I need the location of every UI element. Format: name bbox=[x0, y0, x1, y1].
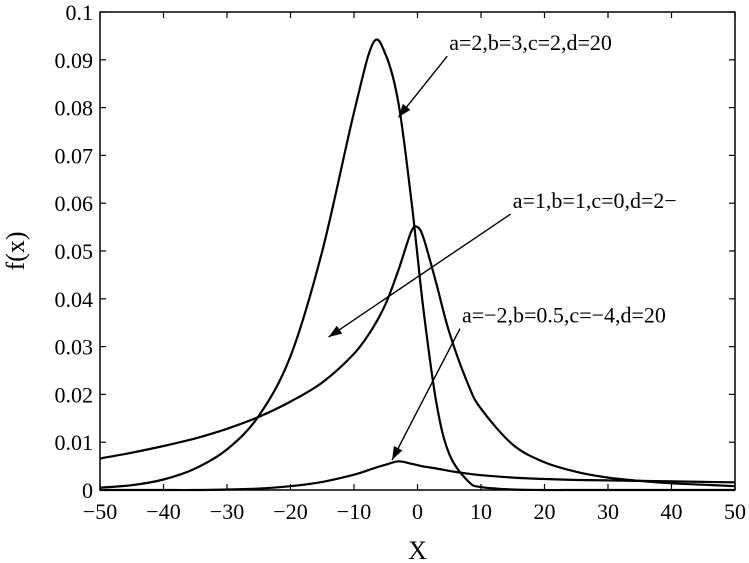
annotation-label: a=2,b=3,c=2,d=20 bbox=[449, 30, 612, 55]
annotation-label: a=1,b=1,c=0,d=2− bbox=[513, 188, 677, 213]
arrowhead bbox=[398, 103, 411, 118]
x-axis-label: X bbox=[408, 536, 427, 563]
y-axis-label: f(x) bbox=[1, 232, 30, 271]
y-tick-label: 0.02 bbox=[55, 382, 94, 407]
y-tick-label: 0.04 bbox=[55, 287, 94, 312]
series-line-2 bbox=[99, 225, 736, 488]
y-tick-label: 0.06 bbox=[55, 191, 94, 216]
annotation-arrow bbox=[328, 213, 512, 338]
annotation-arrow bbox=[391, 328, 461, 461]
arrowhead bbox=[392, 445, 403, 460]
series-line-1 bbox=[99, 38, 735, 492]
y-tick-label: 0.09 bbox=[55, 48, 94, 73]
x-tick-label: −40 bbox=[146, 499, 180, 524]
x-tick-label: 30 bbox=[597, 499, 619, 524]
y-tick-label: 0.05 bbox=[55, 239, 94, 264]
annotation-label: a=−2,b=0.5,c=−4,d=20 bbox=[462, 303, 666, 328]
y-tick-label: 0.01 bbox=[55, 430, 94, 455]
y-tick-label: 0 bbox=[82, 478, 93, 503]
plot-frame bbox=[99, 11, 736, 491]
annotation-layer: a=2,b=3,c=2,d=20 a=1,b=1,c=0,d=2− a=−2,b=0… bbox=[328, 30, 677, 461]
x-tick-label: −20 bbox=[273, 499, 307, 524]
x-tick-label: 50 bbox=[724, 499, 746, 524]
x-tick-label: 20 bbox=[534, 499, 556, 524]
x-tick-label: −10 bbox=[337, 499, 371, 524]
x-tick-label: 10 bbox=[470, 499, 492, 524]
tick-layer: −50 −40 −30 −20 −10 0 10 20 30 40 50 0 0.01 0.02 0.03 0… bbox=[55, 0, 747, 524]
x-tick-label: −30 bbox=[210, 499, 244, 524]
y-tick-label: 0.03 bbox=[55, 335, 94, 360]
x-tick-label: −50 bbox=[83, 499, 117, 524]
x-tick-label: 0 bbox=[412, 499, 423, 524]
x-tick-label: 40 bbox=[661, 499, 683, 524]
arrowhead bbox=[328, 325, 343, 338]
y-tick-label: 0.08 bbox=[55, 96, 94, 121]
y-tick-label: 0.07 bbox=[55, 143, 94, 168]
curve-layer bbox=[99, 38, 736, 492]
y-tick-label: 0.1 bbox=[66, 0, 94, 25]
